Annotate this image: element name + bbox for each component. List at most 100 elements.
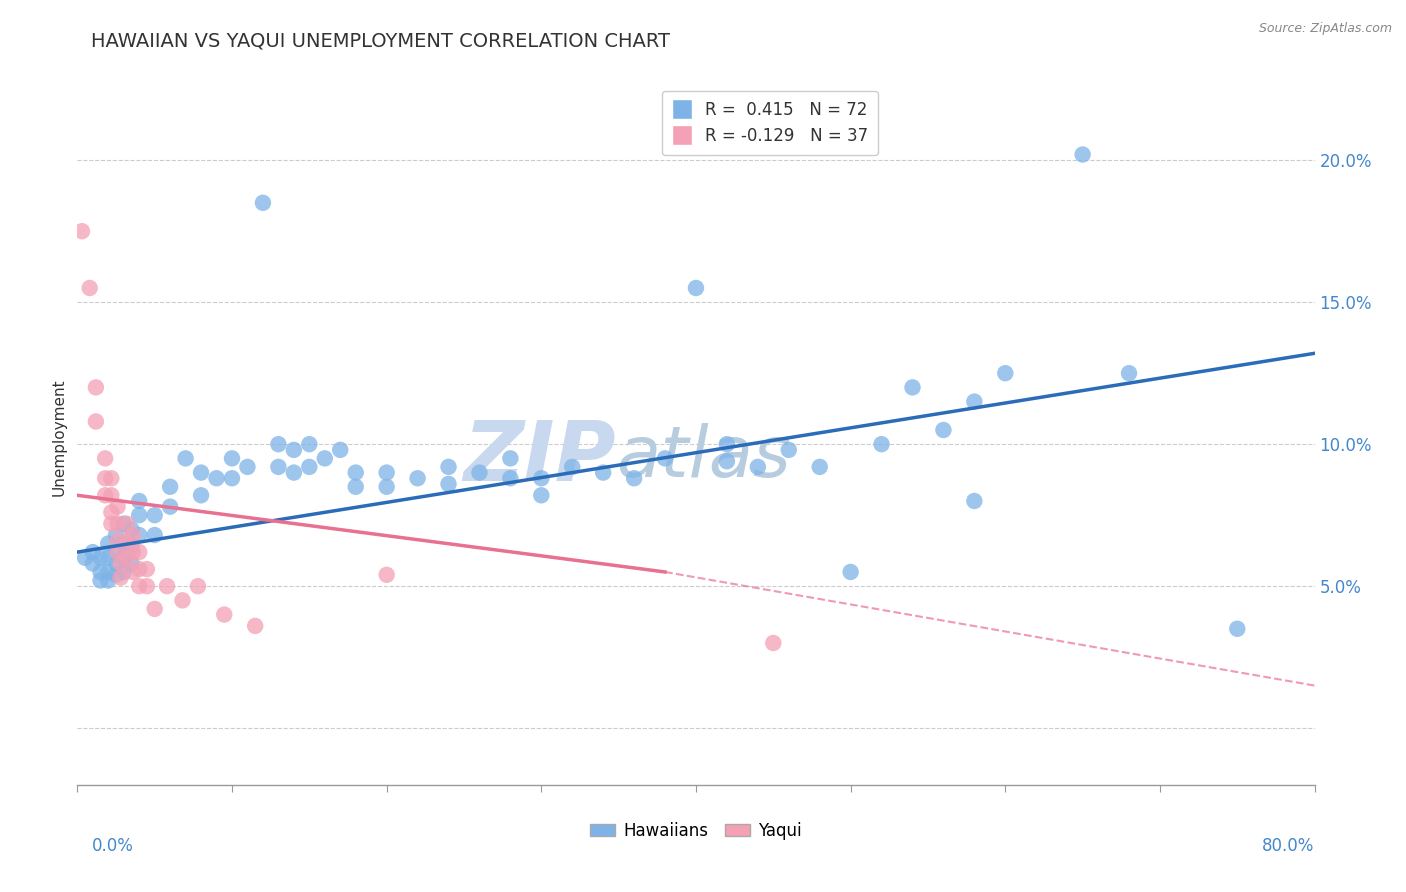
- Point: [267, 437, 290, 451]
- Point: [406, 471, 429, 485]
- Point: [110, 571, 132, 585]
- Point: [143, 528, 166, 542]
- Legend: Hawaiians, Yaqui: Hawaiians, Yaqui: [583, 815, 808, 847]
- Point: [174, 451, 197, 466]
- Point: [143, 508, 166, 523]
- Point: [499, 471, 522, 485]
- Point: [90, 565, 111, 579]
- Point: [747, 459, 769, 474]
- Point: [245, 619, 267, 633]
- Point: [75, 550, 96, 565]
- Point: [112, 565, 135, 579]
- Point: [100, 471, 122, 485]
- Y-axis label: Unemployment: Unemployment: [51, 378, 66, 496]
- Point: [561, 459, 583, 474]
- Point: [994, 366, 1017, 380]
- Point: [107, 516, 129, 531]
- Point: [298, 459, 321, 474]
- Point: [214, 607, 236, 622]
- Point: [344, 480, 367, 494]
- Point: [375, 480, 398, 494]
- Point: [84, 380, 107, 394]
- Point: [623, 471, 645, 485]
- Point: [115, 533, 138, 548]
- Point: [70, 224, 93, 238]
- Point: [963, 394, 986, 409]
- Point: [236, 459, 259, 474]
- Point: [128, 562, 150, 576]
- Point: [267, 459, 290, 474]
- Point: [187, 579, 209, 593]
- Point: [90, 574, 111, 588]
- Point: [94, 488, 117, 502]
- Point: [298, 437, 321, 451]
- Point: [143, 602, 166, 616]
- Point: [530, 488, 553, 502]
- Point: [97, 565, 120, 579]
- Point: [107, 533, 129, 548]
- Point: [499, 451, 522, 466]
- Text: Source: ZipAtlas.com: Source: ZipAtlas.com: [1258, 22, 1392, 36]
- Point: [172, 593, 194, 607]
- Point: [97, 574, 120, 588]
- Point: [128, 528, 150, 542]
- Point: [437, 459, 460, 474]
- Point: [1226, 622, 1249, 636]
- Text: ZIP: ZIP: [463, 417, 616, 499]
- Point: [1071, 147, 1094, 161]
- Point: [252, 195, 274, 210]
- Point: [808, 459, 831, 474]
- Point: [82, 545, 104, 559]
- Point: [112, 550, 135, 565]
- Point: [107, 545, 129, 559]
- Text: HAWAIIAN VS YAQUI UNEMPLOYMENT CORRELATION CHART: HAWAIIAN VS YAQUI UNEMPLOYMENT CORRELATI…: [91, 31, 671, 50]
- Point: [437, 477, 460, 491]
- Point: [283, 442, 305, 457]
- Text: 80.0%: 80.0%: [1263, 837, 1315, 855]
- Point: [100, 505, 122, 519]
- Point: [115, 516, 138, 531]
- Point: [110, 557, 132, 571]
- Point: [716, 437, 738, 451]
- Point: [90, 550, 111, 565]
- Point: [344, 466, 367, 480]
- Point: [1118, 366, 1140, 380]
- Point: [94, 471, 117, 485]
- Point: [839, 565, 862, 579]
- Point: [530, 471, 553, 485]
- Point: [685, 281, 707, 295]
- Point: [112, 516, 135, 531]
- Point: [100, 516, 122, 531]
- Point: [82, 557, 104, 571]
- Point: [468, 466, 491, 480]
- Point: [122, 545, 145, 559]
- Point: [105, 545, 127, 559]
- Point: [375, 466, 398, 480]
- Point: [122, 565, 145, 579]
- Point: [375, 567, 398, 582]
- Point: [105, 528, 127, 542]
- Point: [314, 451, 336, 466]
- Point: [190, 466, 212, 480]
- Point: [283, 466, 305, 480]
- Point: [105, 567, 127, 582]
- Point: [963, 494, 986, 508]
- Point: [592, 466, 614, 480]
- Point: [107, 500, 129, 514]
- Point: [105, 557, 127, 571]
- Point: [932, 423, 955, 437]
- Point: [654, 451, 676, 466]
- Point: [115, 550, 138, 565]
- Point: [221, 471, 243, 485]
- Point: [156, 579, 179, 593]
- Point: [97, 536, 120, 550]
- Point: [121, 540, 143, 554]
- Point: [205, 471, 228, 485]
- Point: [190, 488, 212, 502]
- Text: atlas: atlas: [616, 424, 790, 492]
- Point: [79, 281, 101, 295]
- Point: [870, 437, 893, 451]
- Point: [128, 545, 150, 559]
- Text: 0.0%: 0.0%: [91, 837, 134, 855]
- Point: [901, 380, 924, 394]
